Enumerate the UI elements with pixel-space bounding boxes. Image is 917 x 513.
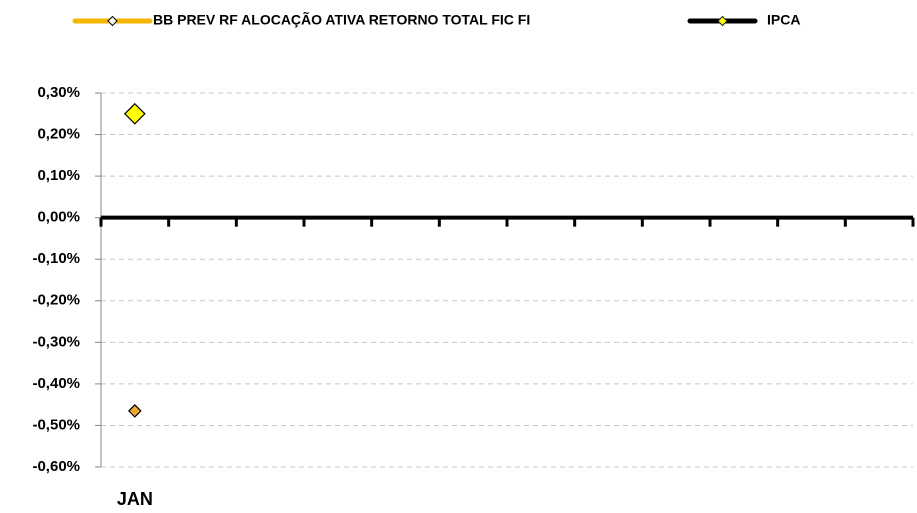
x-tick-label: JAN (117, 489, 153, 509)
y-tick-label: 0,10% (37, 167, 80, 184)
y-tick-label: -0,40% (32, 375, 80, 392)
y-tick-label: -0,60% (32, 458, 80, 475)
legend-marker (717, 15, 728, 27)
legend-label: IPCA (767, 12, 800, 28)
y-tick-label: 0,20% (37, 126, 80, 143)
legend-label: BB PREV RF ALOCAÇÃO ATIVA RETORNO TOTAL … (153, 11, 530, 28)
data-point (123, 102, 146, 125)
y-tick-label: -0,30% (32, 333, 80, 350)
y-tick-label: -0,50% (32, 416, 80, 433)
y-tick-label: -0,10% (32, 250, 80, 267)
legend-marker (107, 15, 118, 27)
data-point (127, 404, 142, 418)
y-tick-label: -0,20% (32, 292, 80, 309)
y-tick-label: 0,00% (37, 209, 80, 226)
y-tick-label: 0,30% (37, 84, 80, 101)
